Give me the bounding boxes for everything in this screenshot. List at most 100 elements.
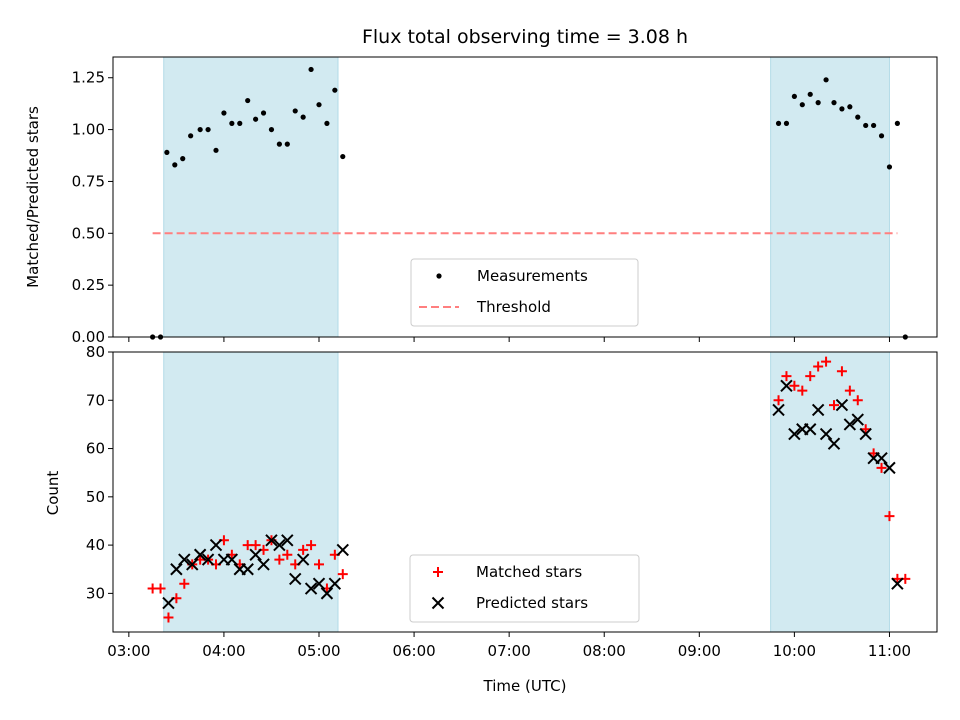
predicted-star-point xyxy=(178,553,191,566)
matched-star-point xyxy=(821,356,832,367)
matched-star-point xyxy=(773,395,784,406)
y-tick-label: 80 xyxy=(86,343,105,361)
predicted-star-point xyxy=(201,553,215,566)
matched-star-point xyxy=(813,361,824,372)
predicted-star-point xyxy=(162,596,175,610)
measurement-point xyxy=(855,114,861,120)
measurement-point xyxy=(205,126,211,133)
observing-window-shade xyxy=(163,56,339,338)
y-tick-label: 0.25 xyxy=(72,276,105,294)
matched-star-point xyxy=(274,554,285,565)
predicted-star-point xyxy=(811,403,825,417)
measurement-point xyxy=(775,120,782,126)
legend-marker-measurements xyxy=(436,273,442,279)
legend-label: Matched stars xyxy=(476,563,582,581)
predicted-star-point xyxy=(257,558,270,571)
axes-frame xyxy=(112,351,938,633)
measurement-point xyxy=(791,93,797,100)
y-tick-label: 60 xyxy=(86,440,105,458)
matched-star-point xyxy=(805,371,816,382)
matched-star-point xyxy=(155,583,166,594)
legend-label: Measurements xyxy=(477,267,588,285)
matched-star-point xyxy=(250,540,261,551)
matched-star-point xyxy=(797,385,808,396)
measurement-point xyxy=(340,153,346,160)
measurement-point xyxy=(172,162,178,168)
measurement-point xyxy=(300,114,306,120)
x-tick-label: 08:00 xyxy=(583,642,626,660)
predicted-star-point xyxy=(289,572,302,586)
matched-star-point xyxy=(337,569,348,580)
predicted-star-point xyxy=(835,398,849,412)
measurement-point xyxy=(308,66,314,73)
matched-star-point xyxy=(852,395,863,406)
observing-window-shade xyxy=(770,56,890,338)
matched-star-point xyxy=(844,385,855,396)
predicted-star-point xyxy=(186,558,199,571)
predicted-star-point xyxy=(320,587,334,600)
measurement-point xyxy=(260,110,267,116)
measurement-point xyxy=(229,120,235,126)
predicted-star-point xyxy=(193,548,207,561)
x-tick-label: 05:00 xyxy=(297,642,340,660)
legend: Matched stars Predicted stars xyxy=(409,554,640,623)
x-tick-label: 07:00 xyxy=(488,642,531,660)
measurement-point xyxy=(197,126,203,133)
predicted-star-point xyxy=(328,577,342,590)
predicted-star-point xyxy=(843,418,857,431)
predicted-star-point xyxy=(859,427,872,441)
matched-star-point xyxy=(836,366,847,377)
y-tick-label: 0.00 xyxy=(72,328,105,346)
axes-frame xyxy=(112,56,938,338)
measurement-point xyxy=(839,106,845,112)
y-tick-label: 50 xyxy=(86,488,105,506)
legend-marker-predicted xyxy=(431,596,445,610)
matched-star-point xyxy=(781,371,792,382)
matched-star-point xyxy=(884,511,895,522)
predicted-star-point xyxy=(336,543,349,557)
matched-star-point xyxy=(298,544,309,555)
matched-star-point xyxy=(179,578,190,589)
observing-window-shade xyxy=(770,351,890,633)
y-tick-label: 1.25 xyxy=(72,69,105,87)
chart-title: Flux total observing time = 3.08 h xyxy=(362,26,688,48)
x-tick-label: 10:00 xyxy=(773,642,816,660)
y-tick-label: 30 xyxy=(86,584,105,602)
matched-star-point xyxy=(789,380,800,391)
matched-star-point xyxy=(163,612,174,623)
matched-star-point xyxy=(829,400,839,411)
predicted-star-point xyxy=(304,582,318,595)
measurement-point xyxy=(324,120,330,126)
x-tick-label: 04:00 xyxy=(202,642,245,660)
predicted-star-point xyxy=(772,403,785,417)
x-tick-label: 03:00 xyxy=(107,642,150,660)
legend-label: Predicted stars xyxy=(476,594,588,612)
panel-top: Matched/Predicted stars 0.00 0.25 0.50 0.75… xyxy=(24,56,938,346)
measurement-point xyxy=(894,120,900,126)
predicted-star-point xyxy=(819,427,833,441)
predicted-star-point xyxy=(296,553,310,566)
predicted-star-point xyxy=(249,548,262,561)
y-tick-label: 1.00 xyxy=(72,121,105,139)
predicted-star-point xyxy=(875,451,888,465)
predicted-star-point xyxy=(273,538,286,552)
measurement-point xyxy=(332,87,338,93)
predicted-star-point xyxy=(241,563,254,576)
y-tick-label: 0.50 xyxy=(72,224,105,242)
measurement-point xyxy=(253,116,259,122)
measurement-point xyxy=(815,100,821,106)
y-axis-label-top: Matched/Predicted stars xyxy=(24,106,42,288)
matched-star-point xyxy=(306,540,317,551)
measurement-point xyxy=(316,102,322,108)
measurement-point xyxy=(268,126,275,133)
measurement-point xyxy=(292,108,298,114)
matched-star-point xyxy=(314,559,324,570)
matched-star-point xyxy=(860,424,871,435)
measurement-point xyxy=(237,120,243,126)
predicted-star-point xyxy=(281,534,294,547)
measurement-point xyxy=(164,149,170,156)
measurement-point xyxy=(886,164,893,170)
measurement-point xyxy=(783,120,790,126)
measurement-point xyxy=(180,156,186,162)
